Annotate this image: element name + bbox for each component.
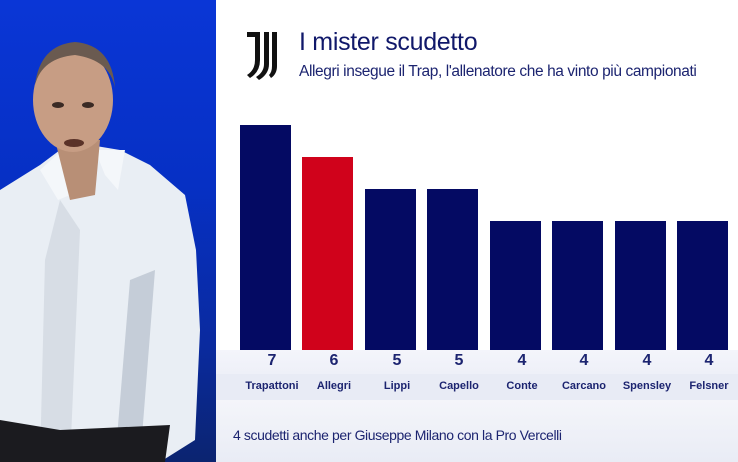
chart-title: I mister scudetto <box>299 28 478 56</box>
chart-subtitle: Allegri insegue il Trap, l'allenatore ch… <box>299 63 697 80</box>
footnote: 4 scudetti anche per Giuseppe Milano con… <box>233 427 562 443</box>
label-lippi: Lippi <box>383 380 411 392</box>
value-conte: 4 <box>517 352 527 369</box>
bar-spensley <box>615 221 666 350</box>
label-capello: Capello <box>439 380 479 392</box>
label-trapattoni: Trapattoni <box>245 380 299 392</box>
labels-row: Trapattoni Allegri Lippi Capello Conte C… <box>216 374 738 400</box>
value-felsner: 4 <box>704 352 714 369</box>
bar-capello <box>427 189 478 350</box>
label-spensley: Spensley <box>622 380 672 392</box>
juventus-logo-icon <box>247 32 277 80</box>
bar-chart <box>230 110 738 350</box>
value-allegri: 6 <box>329 352 339 369</box>
coach-photo-panel <box>0 0 216 462</box>
value-capello: 5 <box>454 352 464 369</box>
footer: 4 scudetti anche per Giuseppe Milano con… <box>216 400 738 462</box>
label-allegri: Allegri <box>316 380 352 392</box>
value-carcano: 4 <box>579 352 589 369</box>
label-carcano: Carcano <box>561 380 607 392</box>
bar-lippi <box>365 189 416 350</box>
values-row: 7 6 5 5 4 4 4 4 <box>216 350 738 374</box>
bar-trapattoni <box>240 125 291 350</box>
bar-carcano <box>552 221 603 350</box>
value-lippi: 5 <box>392 352 402 369</box>
coach-portrait-photo <box>0 42 200 462</box>
label-felsner: Felsner <box>689 380 729 392</box>
label-conte: Conte <box>506 380 538 392</box>
bar-allegri <box>302 157 353 350</box>
value-trapattoni: 7 <box>267 352 277 369</box>
bar-felsner <box>677 221 728 350</box>
value-spensley: 4 <box>642 352 652 369</box>
bar-conte <box>490 221 541 350</box>
